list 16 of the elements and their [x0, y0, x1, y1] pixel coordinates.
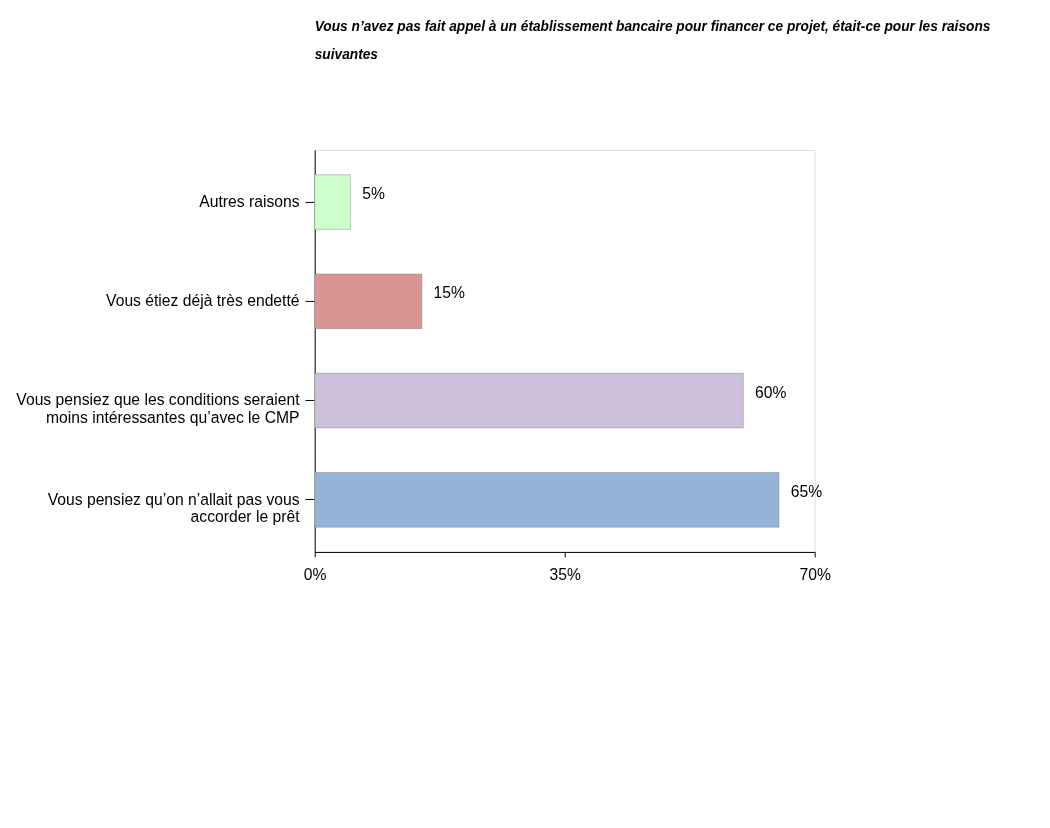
y-tick-label: Vous étiez déjà très endetté — [106, 292, 300, 310]
x-tick-label: 0% — [303, 565, 327, 583]
y-tick-label: Vous pensiez qu’on n’allait pas vous accorder le prêt — [47, 490, 301, 526]
bar — [314, 174, 351, 230]
bar — [314, 373, 744, 429]
y-tick-label: Vous pensiez que les conditions seraient moins intéressantes qu’avec le CMP — [16, 391, 301, 427]
chart-title: Vous n’avez pas fait appel à un établissement bancaire pour financer ce projet, était-ce pour les raisons suivantes — [314, 19, 991, 62]
bar — [314, 472, 780, 528]
x-tick-label: 35% — [549, 565, 581, 583]
bar — [314, 273, 423, 329]
data-label: 65% — [790, 482, 823, 500]
x-tick-label: 70% — [799, 565, 831, 583]
data-label: 15% — [433, 284, 466, 302]
y-tick-label: Autres raisons — [199, 192, 300, 210]
data-label: 5% — [362, 185, 385, 203]
data-label: 60% — [755, 383, 787, 401]
